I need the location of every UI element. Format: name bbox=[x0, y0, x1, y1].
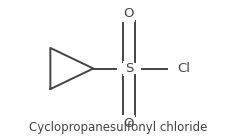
Text: Cyclopropanesulfonyl chloride: Cyclopropanesulfonyl chloride bbox=[29, 121, 208, 134]
Text: O: O bbox=[124, 7, 134, 20]
Text: S: S bbox=[125, 62, 133, 75]
Text: Cl: Cl bbox=[177, 62, 190, 75]
Text: O: O bbox=[124, 117, 134, 130]
